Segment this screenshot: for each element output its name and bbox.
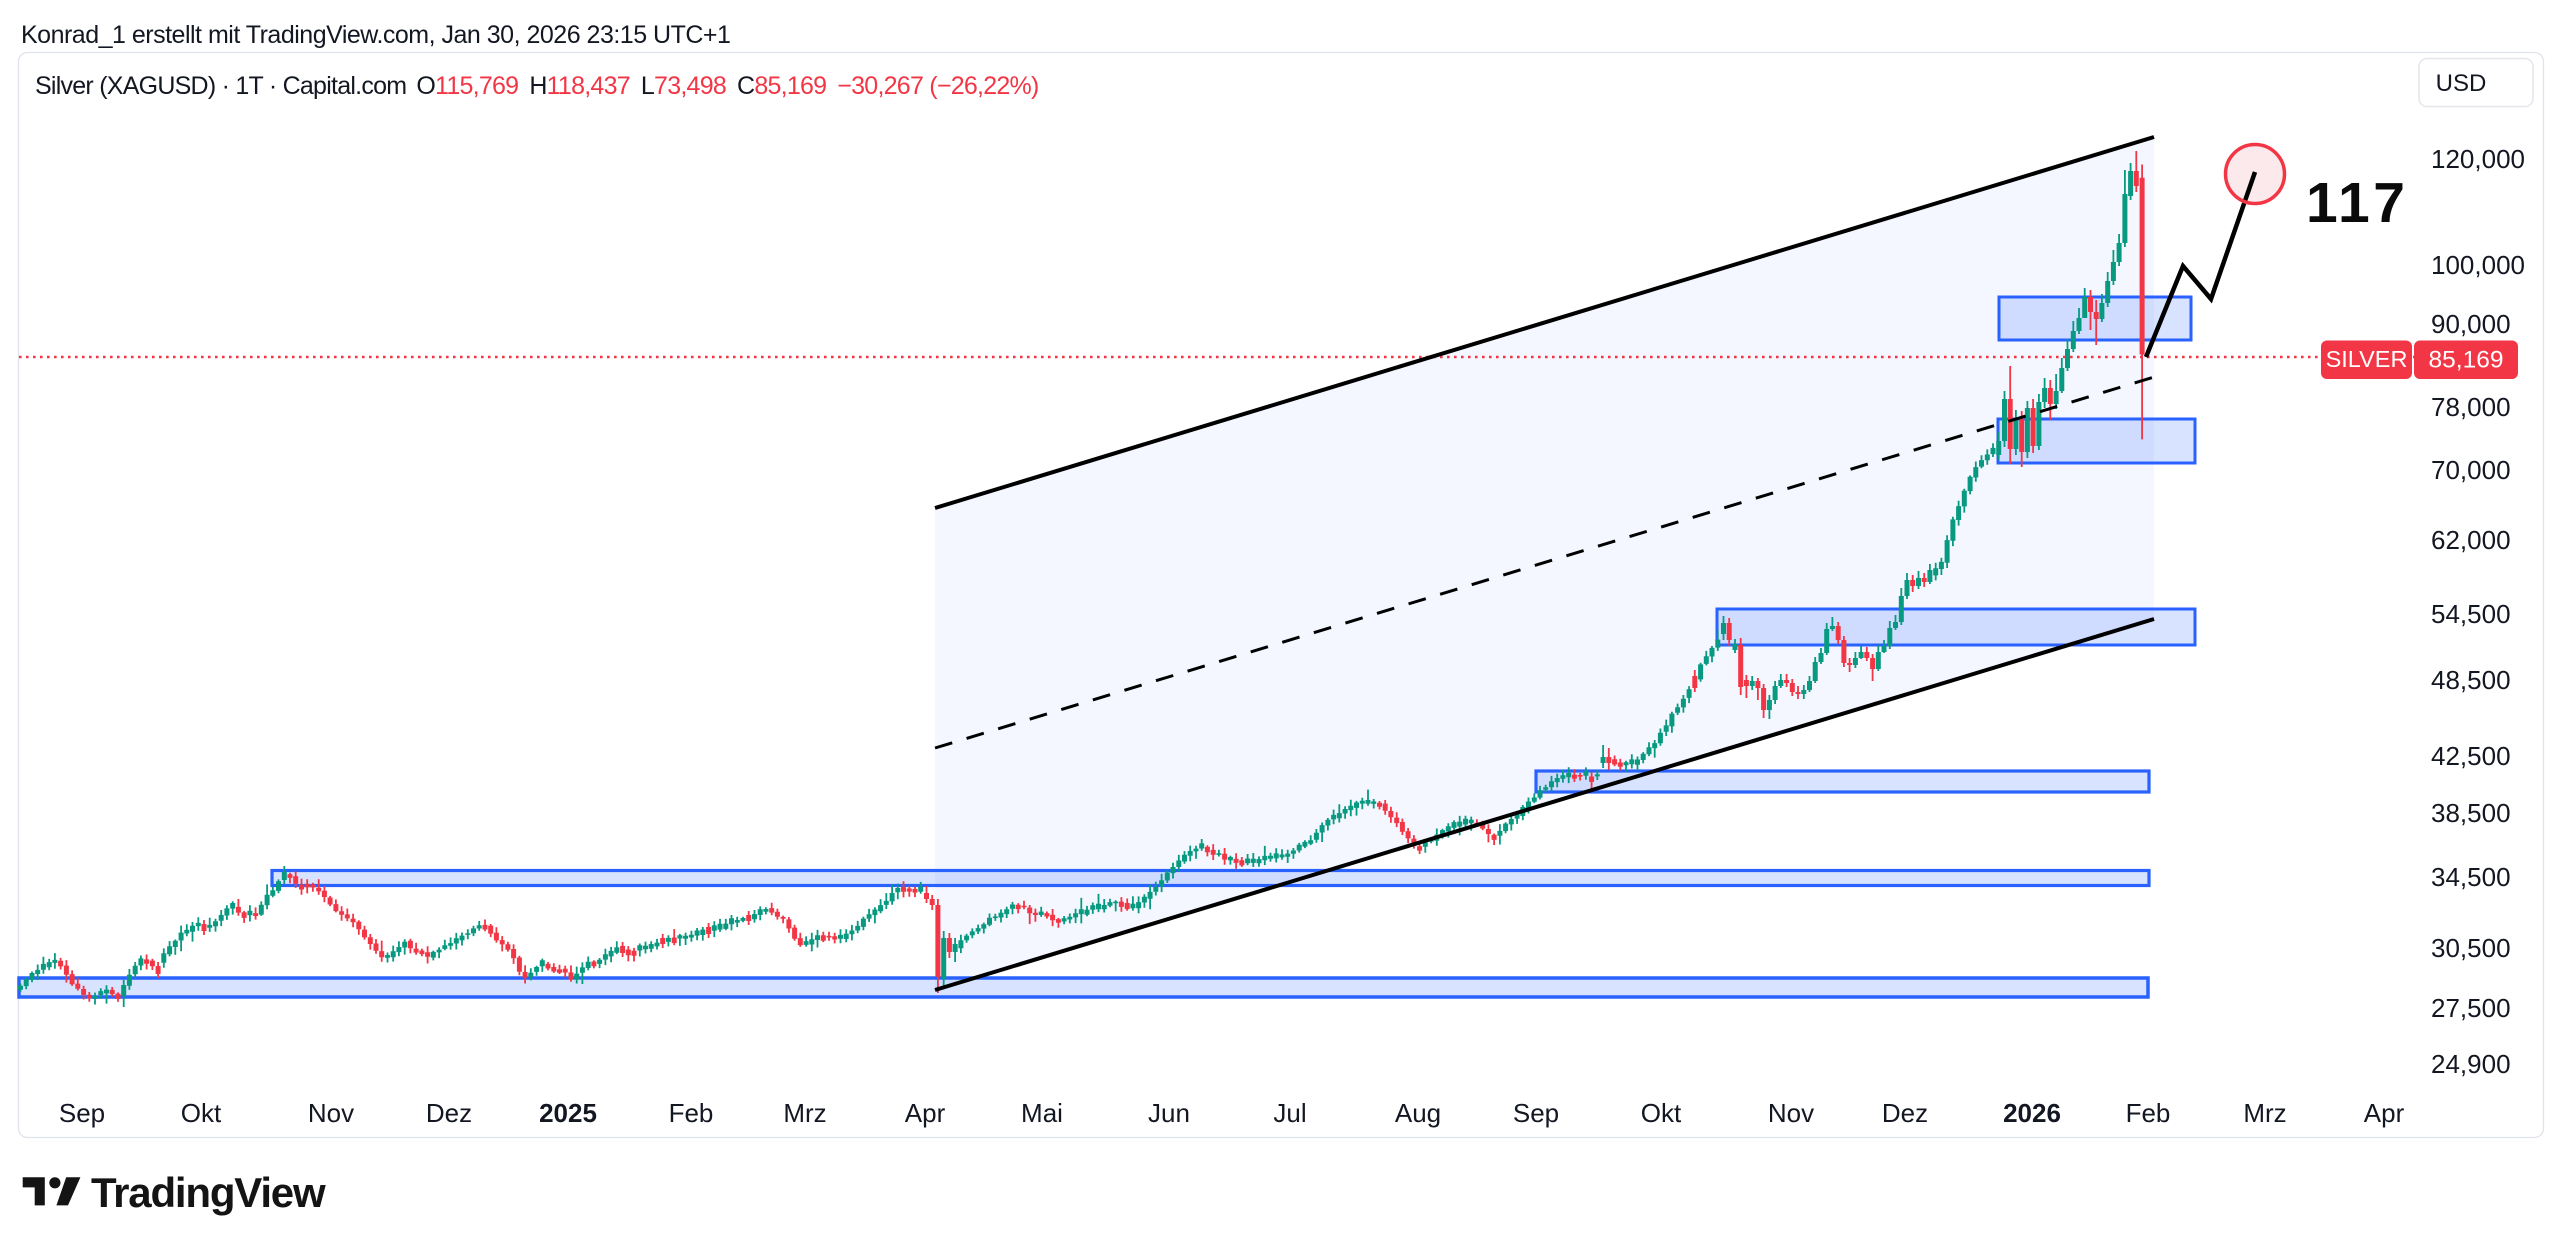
svg-text:Nov: Nov bbox=[308, 1098, 354, 1128]
svg-text:120,000: 120,000 bbox=[2431, 144, 2525, 174]
svg-text:Konrad_1 erstellt mit TradingV: Konrad_1 erstellt mit TradingView.com, J… bbox=[21, 21, 730, 49]
svg-text:24,900: 24,900 bbox=[2431, 1049, 2511, 1079]
svg-text:Mrz: Mrz bbox=[2243, 1098, 2286, 1128]
svg-text:Apr: Apr bbox=[905, 1098, 946, 1128]
svg-text:Dez: Dez bbox=[426, 1098, 472, 1128]
svg-text:SILVER: SILVER bbox=[2326, 346, 2408, 372]
svg-text:Feb: Feb bbox=[669, 1098, 714, 1128]
svg-text:30,500: 30,500 bbox=[2431, 933, 2511, 963]
svg-text:Okt: Okt bbox=[181, 1098, 222, 1128]
svg-text:48,500: 48,500 bbox=[2431, 665, 2511, 695]
svg-text:62,000: 62,000 bbox=[2431, 525, 2511, 555]
svg-text:Apr: Apr bbox=[2364, 1098, 2405, 1128]
svg-text:Nov: Nov bbox=[1768, 1098, 1814, 1128]
svg-text:Mrz: Mrz bbox=[783, 1098, 826, 1128]
svg-text:100,000: 100,000 bbox=[2431, 250, 2525, 280]
svg-text:70,000: 70,000 bbox=[2431, 455, 2511, 485]
svg-text:27,500: 27,500 bbox=[2431, 993, 2511, 1023]
svg-text:117: 117 bbox=[2306, 171, 2408, 235]
svg-text:34,500: 34,500 bbox=[2431, 862, 2511, 892]
svg-text:Mai: Mai bbox=[1021, 1098, 1063, 1128]
svg-text:Silver (XAGUSD) · 1T · Capital: Silver (XAGUSD) · 1T · Capital.com O115,7… bbox=[35, 72, 1039, 100]
svg-text:54,500: 54,500 bbox=[2431, 599, 2511, 629]
svg-text:Sep: Sep bbox=[59, 1098, 105, 1128]
svg-text:Jul: Jul bbox=[1273, 1098, 1306, 1128]
svg-text:Feb: Feb bbox=[2126, 1098, 2171, 1128]
svg-text:85,169: 85,169 bbox=[2429, 347, 2504, 374]
svg-text:Dez: Dez bbox=[1882, 1098, 1928, 1128]
svg-text:USD: USD bbox=[2436, 70, 2487, 97]
svg-text:TradingView: TradingView bbox=[91, 1169, 326, 1216]
svg-text:78,000: 78,000 bbox=[2431, 392, 2511, 422]
svg-text:Jun: Jun bbox=[1148, 1098, 1190, 1128]
svg-text:2025: 2025 bbox=[539, 1098, 597, 1128]
svg-text:Sep: Sep bbox=[1513, 1098, 1559, 1128]
svg-text:38,500: 38,500 bbox=[2431, 798, 2511, 828]
svg-text:Aug: Aug bbox=[1395, 1098, 1441, 1128]
svg-text:42,500: 42,500 bbox=[2431, 741, 2511, 771]
svg-text:Okt: Okt bbox=[1641, 1098, 1682, 1128]
svg-text:2026: 2026 bbox=[2003, 1098, 2061, 1128]
svg-text:90,000: 90,000 bbox=[2431, 309, 2511, 339]
